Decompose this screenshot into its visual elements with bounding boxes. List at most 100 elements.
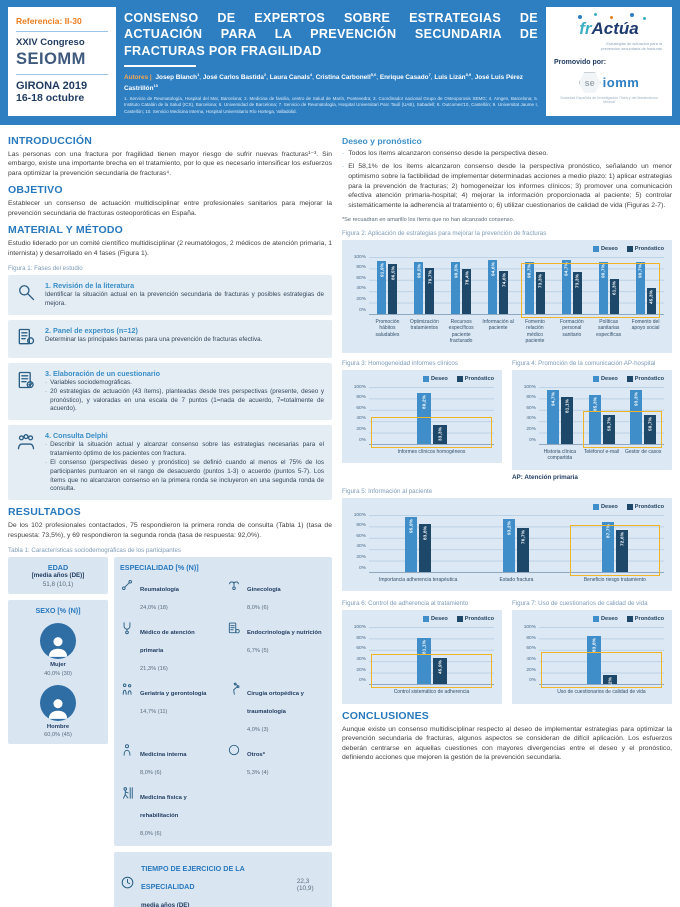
bar-value-label: 50,7% <box>606 416 611 431</box>
legend-entry-deseo: Deseo <box>592 616 618 623</box>
sexo-item-value: 60,0% (45) <box>44 731 72 738</box>
elderly-couple-icon <box>120 682 135 701</box>
phase-content: 4. Consulta Delphi · Describir la situació… <box>45 431 324 494</box>
figura6-caption: Figura 6: Control de adherencia al trata… <box>342 600 469 608</box>
sexo-item: Hombre 60,0% (45) <box>14 684 102 738</box>
y-tick-label: 0% <box>529 437 536 443</box>
no-consensus-note: *Se recuadran en amarillo los ítems que … <box>342 216 515 223</box>
phase-bullet: · Describir la situación actual y alcanza… <box>45 441 324 458</box>
bar-value-label: 74,6% <box>501 273 507 288</box>
bar-value-label: 16,2% <box>607 676 612 691</box>
y-tick-label: 40% <box>526 656 536 662</box>
pronostico-bar: 33,3% <box>432 424 447 444</box>
bar-group: 95,9% 83,8% <box>369 515 467 572</box>
especialidad-item: Otros* 5,3% (4) <box>227 743 326 779</box>
bar-value-label: 45,9% <box>437 659 442 675</box>
seiomm-tagline: Sociedad Española de Investigación Ósea … <box>560 95 658 105</box>
bar-group: 90,7% 73,3% <box>517 257 554 314</box>
pronostico-bar: 78,4% <box>462 268 472 314</box>
especialidad-item: Cirugía ortopédica y traumatología 4,0% (… <box>227 682 326 736</box>
fractua-actua: Actúa <box>591 19 639 38</box>
deseo-bar: 93,3% <box>630 390 643 444</box>
deseo-bar: 90,7% <box>598 261 608 314</box>
figura1-caption: Figura 1: Fases del estudio <box>8 265 83 273</box>
bar-value-label: 50,7% <box>647 416 653 431</box>
y-axis: 100% 80% 60% 40% 20% 0% <box>350 625 366 683</box>
pronostico-bar: 73,3% <box>535 271 545 314</box>
legend-entry-deseo: Deseo <box>592 503 618 510</box>
especialidad-name: Medicina interna <box>140 752 187 759</box>
questionnaire-icon <box>16 369 38 414</box>
y-tick-label: 0% <box>359 437 366 443</box>
uterus-icon <box>227 578 242 597</box>
female-doctor-avatar <box>40 623 76 660</box>
edad-box: EDAD [media años (DE)] 51,8 (10,1) <box>8 557 108 595</box>
figura5-caption: Figura 5: Información al paciente <box>342 487 433 495</box>
bar-value-label: 83,8% <box>422 525 428 540</box>
especialidad-item: Médico de atención primaria 21,3% (16) <box>120 621 219 675</box>
y-tick-label: 20% <box>356 555 366 561</box>
pronostico-swatch <box>626 375 633 382</box>
tabla1-caption: Tabla 1: Características sociodemográfic… <box>8 547 181 555</box>
literature-magnifier-icon <box>16 281 38 309</box>
phase-bullet: · Variables sociodemográficas. <box>45 379 132 387</box>
category-labels: Control sistemático de adherencia <box>369 689 494 696</box>
phase-content: 1. Revisión de la literatura Identificar … <box>45 281 324 309</box>
author-name: Laura Canals4 <box>269 72 313 82</box>
bar-value-label: 89,2% <box>421 394 426 409</box>
congress-city-year: GIRONA 2019 <box>16 80 88 92</box>
legend-entry-pronostico: Pronóstico <box>456 616 494 623</box>
deseo-bar: 83,8% <box>586 636 601 685</box>
author-name: Luis Lizán8,9 <box>434 72 472 82</box>
especialidad-name: Endocrinología y nutrición <box>247 630 322 637</box>
pronostico-bar: 81,1% <box>560 397 573 444</box>
pronostico-bar: 45,3% <box>646 287 656 314</box>
especialidad-name: Otros* <box>247 752 266 759</box>
deseo-bar: 90,5% <box>451 262 461 314</box>
pronostico-swatch <box>626 245 633 252</box>
y-tick-label: 100% <box>353 625 366 631</box>
metodo-heading: MATERIAL Y MÉTODO <box>8 224 124 237</box>
bar-value-label: 94,7% <box>563 261 569 276</box>
bar-group: 83,8% 16,2% <box>539 627 664 691</box>
y-axis: 100% 80% 60% 40% 20% 0% <box>520 385 536 443</box>
sexo-box: SEXO [% (N)] Mujer 40,0% (30) Hombre 60,0% … <box>8 600 108 744</box>
y-tick-label: 40% <box>526 416 536 422</box>
especialidad-value: 4,0% (3) <box>247 727 269 734</box>
chart-legend: Deseo Pronóstico <box>350 245 664 252</box>
especialidad-item: Medicina física y rehabilitación 8,0% (6) <box>120 786 219 840</box>
fractua-logo: frActúa <box>554 13 664 39</box>
congress-dates: 16-18 octubre <box>16 92 85 104</box>
delphi-group-icon <box>16 431 38 494</box>
figura4-chart: Deseo Pronóstico 100% 80% 60% 40% 20% 0% 94,7% 81… <box>512 369 672 470</box>
authors-label: Autores | <box>124 74 152 82</box>
pronostico-bar: 61,3% <box>609 278 619 314</box>
y-tick-label: 100% <box>353 512 366 518</box>
right-column: Deseo y pronóstico · Todos los ítems alca… <box>342 129 672 907</box>
bar-value-label: 61,3% <box>611 280 617 295</box>
promoted-by-label: Promovido por: <box>554 58 607 66</box>
legend-entry-pronostico: Pronóstico <box>456 375 494 382</box>
especialidad-name: Geriatría y gerontología <box>140 691 207 698</box>
sexo-item: Mujer 40,0% (30) <box>14 623 102 677</box>
authors-line: Autores | Josep Blanch1, José Carlos Bas… <box>124 72 538 93</box>
category-label: Información al paciente <box>482 318 514 332</box>
phase-content: 2. Panel de expertos (n=12) Determinar la… <box>45 326 262 352</box>
pronostico-bar: 72,6% <box>615 530 628 572</box>
pronostico-bar: 76,7% <box>517 527 530 572</box>
bar-value-label: 90,7% <box>526 263 532 278</box>
objetivo-text: Establecer un consenso de actuación mult… <box>8 200 332 217</box>
study-phase: 4. Consulta Delphi · Describir la situació… <box>8 425 332 501</box>
deseo-bullet: · Todos los ítems alcanzaron consenso des… <box>342 149 549 157</box>
chart-area: 100% 80% 60% 40% 20% 0% 94,7% 81,1% 85,3% 50,7% 93… <box>520 385 664 448</box>
bar-value-label: 72,6% <box>619 532 625 547</box>
especialidad-value: 14,7% (11) <box>140 709 168 716</box>
rehabilitation-icon <box>120 786 135 805</box>
legend-entry-pronostico: Pronóstico <box>626 375 664 382</box>
figura3-chart: Deseo Pronóstico 100% 80% 60% 40% 20% 0% 89,2% 33… <box>342 369 502 464</box>
bar-value-label: 90,7% <box>637 263 643 278</box>
divider <box>16 74 108 75</box>
bone-joint-icon <box>120 578 135 597</box>
bar-value-label: 73,3% <box>537 273 543 288</box>
authors-list: Josep Blanch1, José Carlos Bastida2, Lau… <box>124 72 523 92</box>
